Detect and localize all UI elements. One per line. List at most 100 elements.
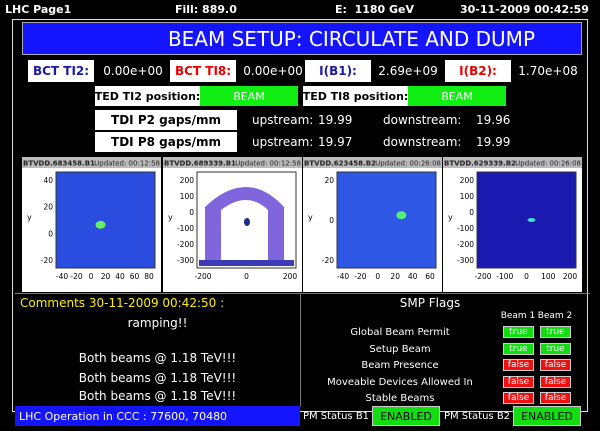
smp-column: Beam 1 (500, 311, 536, 321)
timestamp: 30-11-2009 00:42:59 (460, 2, 589, 16)
screen-image (476, 171, 577, 269)
operation: LHC Operation in CCC : 77600, 70480 (15, 406, 300, 426)
x-tick-label: -20 (70, 272, 82, 281)
comment-line: Both beams @ 1.18 TeV!!! (78, 371, 237, 385)
smp-column: Beam 2 (537, 311, 573, 321)
intensity-label: BCT TI2: (28, 60, 94, 82)
comment-line: Both beams @ 1.18 TeV!!! (78, 389, 237, 403)
smp-flag-name: Stable Beams (365, 393, 435, 404)
comment-line: Both beams @ 1.18 TeV!!! (78, 351, 237, 365)
smp-panel (300, 293, 590, 406)
screen-panel: BTVDD.629339.B2 Updated: 00:26:08 -200 -100… (443, 157, 582, 292)
x-tick-label: -40 (56, 272, 68, 281)
smp-flag-value: false (503, 359, 534, 371)
screen-panel: BTVDD.623458.B2 Updated: 00:26:08-40 -20 0 2… (303, 157, 442, 292)
tdi-downstream-label: downstream: (383, 135, 462, 149)
smp-flag-value: false (540, 392, 571, 404)
ted-state: BEAM (408, 86, 506, 106)
x-tick-label: -200 (194, 272, 211, 281)
energy: E: 1180 GeV (335, 2, 415, 16)
panel-header (443, 157, 582, 168)
screen-panel: BTVDD.689339.B1 Updated: 00:12:58 -200 0 200… (163, 157, 302, 292)
screen-name: BTVDD.623458.B2 (304, 160, 376, 168)
x-tick-label: 80 (144, 272, 154, 281)
y-axis-label: y (168, 213, 173, 222)
screen-updated: Updated: 00:26:08 (515, 160, 581, 168)
x-tick-label: 20 (390, 272, 400, 281)
smp-flag-value: false (503, 375, 534, 388)
y-tick-label: 0 (48, 229, 53, 238)
y-tick-label: -100 (457, 224, 474, 233)
smp-flag-name: Setup Beam (369, 343, 431, 355)
title-banner: BEAM SETUP: CIRCULATE AND DUMP (22, 22, 582, 55)
tdi-downstream: 19.99 (476, 135, 511, 149)
panel-header (163, 157, 302, 168)
intensity-label: I(B2): (445, 60, 511, 82)
intensity-value: 2.69e+09 (378, 64, 438, 78)
x-tick-label: -40 (337, 272, 349, 281)
screen-name: BTVDD.629339.B2 (444, 160, 516, 168)
x-tick-label: 200 (283, 272, 298, 281)
y-tick-label: 0 (329, 216, 334, 225)
beam-spot (244, 218, 250, 226)
intensity-label: BCT TI8: (170, 60, 236, 82)
y-tick-label: 100 (460, 192, 475, 201)
frame (12, 19, 588, 412)
y-axis-label: y (27, 213, 32, 222)
smp-flag-value: true (503, 326, 534, 338)
intensity-value: 1.70e+08 (518, 64, 578, 78)
intensity-label: I(B1): (305, 60, 371, 82)
y-tick-label: 40 (43, 176, 53, 185)
screen-panel: BTVDD.683458.B1 Updated: 00:12:58-40 -20 0 2… (22, 157, 161, 292)
y-tick-label: 20 (324, 176, 334, 185)
tdi-label: TDI P2 gaps/mm (95, 110, 237, 130)
ted-label: TED TI2 position: (95, 86, 200, 106)
ted-state: BEAM (200, 86, 298, 106)
x-tick-label: 0 (244, 272, 249, 281)
x-tick-label: 20 (101, 272, 111, 281)
y-tick-label: -20 (41, 256, 53, 265)
screen-name: BTVDD.683458.B1 (23, 160, 95, 168)
smp-flag-name: Beam Presence (361, 360, 439, 371)
smp-flag-value: false (540, 359, 571, 371)
smp-flag-name: Global Beam Permit (350, 327, 450, 338)
intensity-value: 0.00e+00 (103, 64, 163, 78)
y-tick-label: 200 (460, 176, 475, 185)
comments-header: Comments 30-11-2009 00:42:50 : (20, 296, 225, 310)
y-tick-label: 100 (180, 192, 195, 201)
y-tick-label: 0 (469, 208, 474, 217)
panel-header (22, 157, 161, 168)
x-tick-label: -200 (474, 272, 491, 281)
pm-label: PM Status B2 (443, 410, 511, 422)
tdi-label: TDI P8 gaps/mm (95, 132, 237, 152)
page-name: LHC Page1 (5, 2, 72, 16)
screen-name: BTVDD.689339.B1 (164, 160, 236, 168)
tdi-upstream: 19.99 (318, 113, 353, 127)
tdi-downstream-label: downstream: (383, 113, 462, 127)
x-tick-label: 0 (89, 272, 94, 281)
x-tick-label: 40 (115, 272, 125, 281)
smp-flag-value: false (503, 392, 534, 404)
smp-flag-value: true (540, 342, 571, 355)
panel-header (303, 157, 442, 168)
y-tick-label: 0 (189, 208, 194, 217)
y-tick-label: -200 (177, 240, 194, 249)
x-tick-label: 200 (563, 272, 578, 281)
tdi-downstream: 19.96 (476, 113, 511, 127)
smp-title: SMP Flags (399, 296, 461, 310)
x-tick-label: 0 (524, 272, 529, 281)
x-tick-label: -100 (496, 272, 513, 281)
y-tick-label: 20 (43, 203, 53, 212)
ted-label: TED TI8 position: (303, 86, 408, 106)
x-tick-label: 60 (425, 272, 435, 281)
x-tick-label: 40 (408, 272, 418, 281)
y-tick-label: -20 (322, 256, 334, 265)
x-tick-label: 100 (541, 272, 556, 281)
screen-floor (199, 260, 294, 266)
y-tick-label: -200 (457, 240, 474, 249)
smp-flag-value: true (503, 342, 534, 355)
y-tick-label: -300 (177, 256, 194, 265)
smp-flag-value: false (540, 375, 571, 388)
screen-image (336, 171, 437, 269)
